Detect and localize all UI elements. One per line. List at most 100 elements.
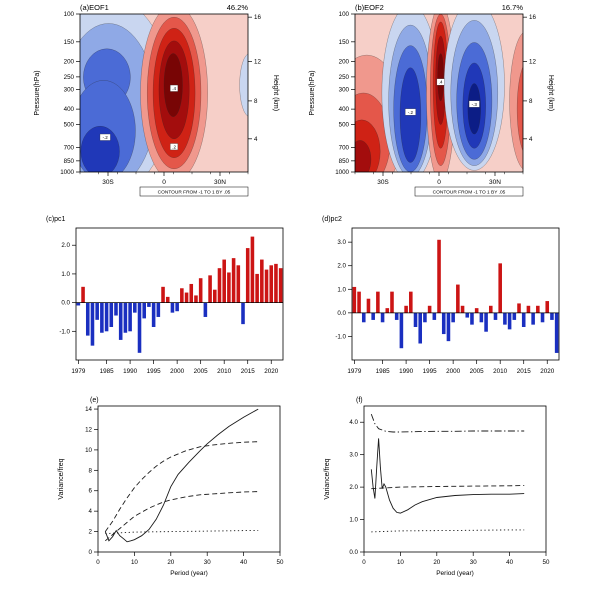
bar xyxy=(380,312,385,323)
y-tick-label: -1.0 xyxy=(335,333,346,340)
bar xyxy=(554,312,559,353)
bar xyxy=(371,312,375,320)
latitude-tick-label: 0 xyxy=(437,179,441,186)
panel-title: (a)EOF1 xyxy=(80,3,109,12)
y-tick-label: 1.0 xyxy=(349,517,358,524)
bar xyxy=(241,302,245,325)
bar xyxy=(432,312,437,320)
bar xyxy=(376,291,380,313)
bar xyxy=(507,312,512,330)
bar xyxy=(441,312,446,335)
bar xyxy=(76,302,81,306)
bar xyxy=(521,312,526,327)
contour-label-box xyxy=(170,84,179,92)
plot-frame xyxy=(97,405,281,553)
panel-title: (d)pc2 xyxy=(322,216,342,223)
pressure-tick-label: 1000 xyxy=(60,169,74,176)
y-tick-label: -1.0 xyxy=(59,328,70,335)
pressure-tick-label: 1000 xyxy=(335,169,349,176)
bar xyxy=(109,302,114,327)
y-axis-title: Pressure(hPa) xyxy=(34,70,41,115)
contour-blob xyxy=(437,53,444,102)
y-tick-label: 6 xyxy=(89,488,93,495)
pressure-tick-label: 150 xyxy=(339,39,350,46)
bar xyxy=(227,272,231,303)
bar xyxy=(488,305,493,313)
bar xyxy=(418,312,423,344)
bar xyxy=(423,312,427,323)
bar xyxy=(231,258,236,303)
y-tick-label: 2.0 xyxy=(337,263,346,270)
variance-label: 16.7% xyxy=(502,3,524,12)
y-axis-title: Variance/freq xyxy=(324,458,331,499)
contour-label-box xyxy=(170,143,179,151)
bar xyxy=(165,296,170,303)
bar xyxy=(260,259,264,303)
contour-blob xyxy=(239,53,248,117)
y-tick-label: 2.0 xyxy=(61,242,70,249)
pressure-tick-label: 700 xyxy=(64,145,75,152)
bar xyxy=(366,298,371,313)
bar-svg-d: (d)pc2 -1.0 0.0 1.0 2.0 3.0 1979 1985 1990 1995 20… xyxy=(322,216,560,375)
latitude-tick-label: 0 xyxy=(162,179,166,186)
bar xyxy=(114,302,118,316)
contour-blob xyxy=(80,125,120,172)
year-tick-label: 1979 xyxy=(347,368,362,375)
bar xyxy=(531,312,535,325)
contour-label-box xyxy=(468,100,480,108)
x-tick-label: 20 xyxy=(167,559,174,566)
year-tick-label: 2010 xyxy=(217,368,232,375)
contour-note: CONTOUR FROM -1 TO 1 BY .05 xyxy=(158,190,231,196)
pressure-tick-label: 500 xyxy=(64,121,75,128)
panel-pc2-bars: (d)pc2 -1.0 0.0 1.0 2.0 3.0 1979 1985 1990 1995 20… xyxy=(316,212,571,399)
bar xyxy=(156,302,161,317)
bar xyxy=(550,312,554,320)
contour-label-box xyxy=(99,133,111,141)
pressure-tick-label: 700 xyxy=(339,145,350,152)
pressure-tick-label: 100 xyxy=(339,11,350,18)
y-tick-label: 0.0 xyxy=(61,300,70,307)
contour-label-box xyxy=(436,78,445,86)
line-svg-e: (e) 0 2 4 6 8 10 12 14 0 10 20 30 40 50 Period (year) Va… xyxy=(58,397,284,577)
series-line-lower-confidence xyxy=(105,530,259,535)
x-tick-label: 10 xyxy=(397,559,404,566)
bar xyxy=(104,302,109,332)
panel-pc1-spectrum: (e) 0 2 4 6 8 10 12 14 0 10 20 30 40 50 Period (year) Va… xyxy=(52,394,292,600)
contour-svg-b: (b)EOF2 16.7% -.2 .4 -.3 100 150 200 250 300 400 50… xyxy=(309,3,554,197)
year-tick-label: 1985 xyxy=(376,368,391,375)
year-tick-label: 2005 xyxy=(470,368,485,375)
panel-eof1-contour: (a)EOF1 46.2% -.2 .4 .2 100 150 200 250 300 400 500… xyxy=(28,2,293,215)
bar xyxy=(100,302,104,333)
bar xyxy=(460,305,465,313)
plot-frame xyxy=(363,405,547,553)
latitude-tick-label: 30N xyxy=(489,179,501,186)
y-tick-label: 2.0 xyxy=(349,484,358,491)
bar xyxy=(90,302,95,346)
series-line-upper-confidence xyxy=(104,441,259,532)
latitude-tick-label: 30N xyxy=(214,179,226,186)
bar xyxy=(498,263,502,313)
contour-label: .2 xyxy=(172,145,176,150)
series-line-power-spectrum xyxy=(104,408,259,543)
bar xyxy=(446,312,451,342)
bar xyxy=(465,312,470,318)
pressure-tick-label: 850 xyxy=(64,158,75,165)
contour-blob xyxy=(516,66,523,152)
pressure-tick-label: 300 xyxy=(64,86,75,93)
pressure-tick-label: 100 xyxy=(64,11,75,18)
pressure-tick-label: 850 xyxy=(339,158,350,165)
bar xyxy=(203,302,208,317)
series-line-power-spectrum xyxy=(370,438,525,514)
bar xyxy=(274,263,278,303)
year-tick-label: 2020 xyxy=(264,368,279,375)
pressure-tick-label: 200 xyxy=(64,59,75,66)
year-tick-label: 2015 xyxy=(241,368,256,375)
bar xyxy=(357,291,361,313)
pressure-tick-label: 250 xyxy=(339,74,350,81)
bar xyxy=(361,312,366,323)
contour-field: -.2 .4 -.3 xyxy=(355,14,523,172)
bar xyxy=(137,302,142,353)
bar xyxy=(385,308,390,313)
year-tick-label: 1995 xyxy=(423,368,438,375)
